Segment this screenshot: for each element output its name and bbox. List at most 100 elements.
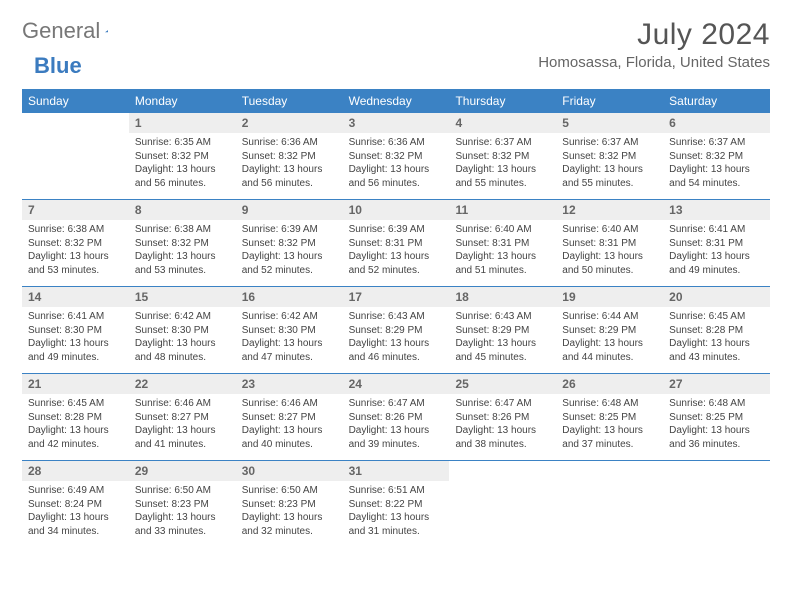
day-sunrise: Sunrise: 6:43 AM — [349, 310, 444, 324]
weekday-header: Thursday — [449, 89, 556, 113]
day-number: 20 — [663, 287, 770, 307]
day-cell: 15Sunrise: 6:42 AMSunset: 8:30 PMDayligh… — [129, 287, 236, 373]
day-number: 21 — [22, 374, 129, 394]
day-number: 6 — [663, 113, 770, 133]
day-details: Sunrise: 6:42 AMSunset: 8:30 PMDaylight:… — [129, 307, 236, 370]
day-number: 16 — [236, 287, 343, 307]
day-details: Sunrise: 6:39 AMSunset: 8:31 PMDaylight:… — [343, 220, 450, 283]
day-number: 14 — [22, 287, 129, 307]
day-d2: and 39 minutes. — [349, 438, 444, 452]
day-sunset: Sunset: 8:32 PM — [562, 150, 657, 164]
day-d1: Daylight: 13 hours — [135, 163, 230, 177]
day-details: Sunrise: 6:38 AMSunset: 8:32 PMDaylight:… — [129, 220, 236, 283]
day-number: 27 — [663, 374, 770, 394]
day-cell — [556, 461, 663, 547]
day-cell — [22, 113, 129, 199]
day-sunrise: Sunrise: 6:42 AM — [135, 310, 230, 324]
day-sunrise: Sunrise: 6:37 AM — [562, 136, 657, 150]
day-cell: 9Sunrise: 6:39 AMSunset: 8:32 PMDaylight… — [236, 200, 343, 286]
week-row: 7Sunrise: 6:38 AMSunset: 8:32 PMDaylight… — [22, 200, 770, 287]
day-number: 26 — [556, 374, 663, 394]
day-d2: and 56 minutes. — [135, 177, 230, 191]
day-cell: 18Sunrise: 6:43 AMSunset: 8:29 PMDayligh… — [449, 287, 556, 373]
day-cell: 30Sunrise: 6:50 AMSunset: 8:23 PMDayligh… — [236, 461, 343, 547]
day-sunset: Sunset: 8:26 PM — [455, 411, 550, 425]
day-d1: Daylight: 13 hours — [242, 163, 337, 177]
day-d2: and 50 minutes. — [562, 264, 657, 278]
day-details: Sunrise: 6:46 AMSunset: 8:27 PMDaylight:… — [236, 394, 343, 457]
day-details: Sunrise: 6:47 AMSunset: 8:26 PMDaylight:… — [449, 394, 556, 457]
day-sunrise: Sunrise: 6:41 AM — [669, 223, 764, 237]
calendar: Sunday Monday Tuesday Wednesday Thursday… — [22, 89, 770, 547]
day-number: 19 — [556, 287, 663, 307]
day-sunset: Sunset: 8:32 PM — [135, 150, 230, 164]
day-d1: Daylight: 13 hours — [242, 511, 337, 525]
day-number: 9 — [236, 200, 343, 220]
day-number: 7 — [22, 200, 129, 220]
day-d2: and 33 minutes. — [135, 525, 230, 539]
day-cell: 21Sunrise: 6:45 AMSunset: 8:28 PMDayligh… — [22, 374, 129, 460]
week-row: 1Sunrise: 6:35 AMSunset: 8:32 PMDaylight… — [22, 113, 770, 200]
day-details: Sunrise: 6:37 AMSunset: 8:32 PMDaylight:… — [663, 133, 770, 196]
day-details: Sunrise: 6:40 AMSunset: 8:31 PMDaylight:… — [556, 220, 663, 283]
day-d2: and 49 minutes. — [669, 264, 764, 278]
day-details: Sunrise: 6:39 AMSunset: 8:32 PMDaylight:… — [236, 220, 343, 283]
day-sunset: Sunset: 8:29 PM — [562, 324, 657, 338]
day-cell: 16Sunrise: 6:42 AMSunset: 8:30 PMDayligh… — [236, 287, 343, 373]
day-sunrise: Sunrise: 6:38 AM — [28, 223, 123, 237]
day-d1: Daylight: 13 hours — [562, 250, 657, 264]
day-cell — [449, 461, 556, 547]
day-d2: and 55 minutes. — [455, 177, 550, 191]
day-sunrise: Sunrise: 6:36 AM — [242, 136, 337, 150]
day-sunset: Sunset: 8:26 PM — [349, 411, 444, 425]
day-sunrise: Sunrise: 6:43 AM — [455, 310, 550, 324]
day-details: Sunrise: 6:44 AMSunset: 8:29 PMDaylight:… — [556, 307, 663, 370]
day-number: 22 — [129, 374, 236, 394]
day-sunset: Sunset: 8:31 PM — [455, 237, 550, 251]
day-details: Sunrise: 6:41 AMSunset: 8:31 PMDaylight:… — [663, 220, 770, 283]
day-sunrise: Sunrise: 6:47 AM — [455, 397, 550, 411]
day-sunrise: Sunrise: 6:49 AM — [28, 484, 123, 498]
day-number: 5 — [556, 113, 663, 133]
day-details: Sunrise: 6:48 AMSunset: 8:25 PMDaylight:… — [556, 394, 663, 457]
day-number: 31 — [343, 461, 450, 481]
day-d1: Daylight: 13 hours — [28, 250, 123, 264]
logo-text-blue: Blue — [34, 53, 82, 79]
day-cell: 7Sunrise: 6:38 AMSunset: 8:32 PMDaylight… — [22, 200, 129, 286]
weekday-header: Friday — [556, 89, 663, 113]
day-d2: and 38 minutes. — [455, 438, 550, 452]
day-sunset: Sunset: 8:30 PM — [242, 324, 337, 338]
day-cell: 12Sunrise: 6:40 AMSunset: 8:31 PMDayligh… — [556, 200, 663, 286]
day-d2: and 56 minutes. — [242, 177, 337, 191]
day-number: 8 — [129, 200, 236, 220]
day-d1: Daylight: 13 hours — [28, 424, 123, 438]
day-d2: and 42 minutes. — [28, 438, 123, 452]
day-sunset: Sunset: 8:23 PM — [242, 498, 337, 512]
day-sunset: Sunset: 8:29 PM — [455, 324, 550, 338]
day-sunrise: Sunrise: 6:40 AM — [455, 223, 550, 237]
day-sunset: Sunset: 8:24 PM — [28, 498, 123, 512]
day-d1: Daylight: 13 hours — [562, 337, 657, 351]
day-sunset: Sunset: 8:25 PM — [669, 411, 764, 425]
day-number: 12 — [556, 200, 663, 220]
day-d1: Daylight: 13 hours — [135, 250, 230, 264]
day-details: Sunrise: 6:42 AMSunset: 8:30 PMDaylight:… — [236, 307, 343, 370]
day-d1: Daylight: 13 hours — [455, 337, 550, 351]
day-cell: 2Sunrise: 6:36 AMSunset: 8:32 PMDaylight… — [236, 113, 343, 199]
day-sunrise: Sunrise: 6:41 AM — [28, 310, 123, 324]
day-details: Sunrise: 6:35 AMSunset: 8:32 PMDaylight:… — [129, 133, 236, 196]
day-number: 30 — [236, 461, 343, 481]
day-d2: and 41 minutes. — [135, 438, 230, 452]
day-sunrise: Sunrise: 6:37 AM — [455, 136, 550, 150]
day-sunrise: Sunrise: 6:35 AM — [135, 136, 230, 150]
weekday-header: Wednesday — [343, 89, 450, 113]
day-cell: 13Sunrise: 6:41 AMSunset: 8:31 PMDayligh… — [663, 200, 770, 286]
logo-triangle-icon — [105, 23, 108, 39]
day-number: 4 — [449, 113, 556, 133]
title-block: July 2024 Homosassa, Florida, United Sta… — [538, 18, 770, 71]
day-sunrise: Sunrise: 6:48 AM — [669, 397, 764, 411]
day-cell: 5Sunrise: 6:37 AMSunset: 8:32 PMDaylight… — [556, 113, 663, 199]
day-cell — [663, 461, 770, 547]
day-d2: and 36 minutes. — [669, 438, 764, 452]
day-sunset: Sunset: 8:23 PM — [135, 498, 230, 512]
